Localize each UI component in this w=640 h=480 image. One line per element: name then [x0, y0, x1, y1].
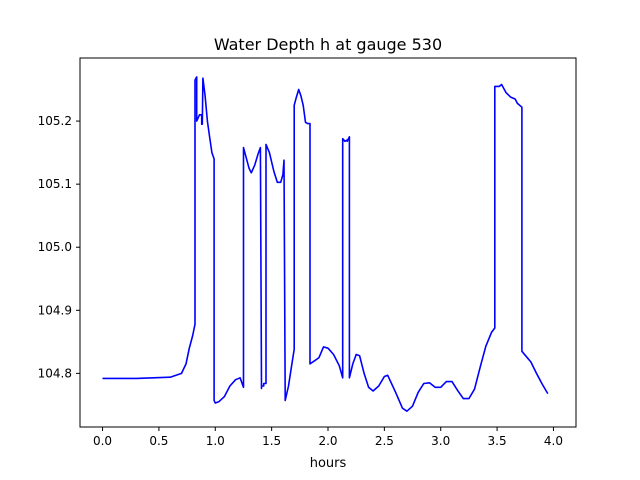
axes-frame: [79, 57, 577, 428]
x-tick-label: 2.0: [318, 434, 337, 448]
x-tick-label: 0.0: [93, 434, 112, 448]
x-axis: 0.0 0.5 1.0 1.5 2.0 2.5 3.0 3.5 4.0: [93, 427, 563, 448]
x-tick-label: 3.5: [488, 434, 507, 448]
y-tick-label: 105.1: [38, 177, 72, 191]
x-tick-label: 3.0: [431, 434, 450, 448]
plot-area: [102, 76, 549, 412]
x-axis-label: hours: [310, 456, 347, 471]
x-tick-label: 1.5: [262, 434, 281, 448]
x-tick-label: 1.0: [206, 434, 225, 448]
chart-title: Water Depth h at gauge 530: [214, 35, 442, 54]
series-line: [102, 76, 549, 412]
y-tick-label: 105.2: [38, 114, 72, 128]
x-tick-label: 0.5: [149, 434, 168, 448]
x-tick-label: 2.5: [375, 434, 394, 448]
y-tick-label: 104.8: [38, 366, 72, 380]
y-axis: 104.8 104.9 105.0 105.1 105.2: [38, 114, 80, 380]
y-tick-label: 104.9: [38, 303, 72, 317]
x-tick-label: 4.0: [544, 434, 563, 448]
y-tick-label: 105.0: [38, 240, 72, 254]
